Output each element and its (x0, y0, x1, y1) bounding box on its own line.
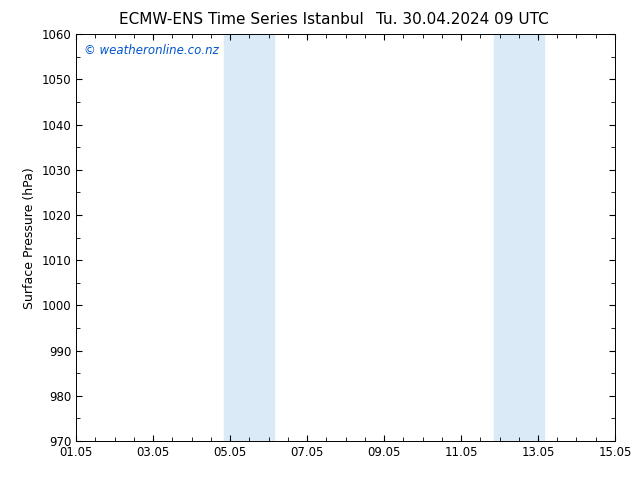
Bar (224, 34, 275, 441)
Y-axis label: Surface Pressure (hPa): Surface Pressure (hPa) (23, 167, 36, 309)
Text: ECMW-ENS Time Series Istanbul: ECMW-ENS Time Series Istanbul (119, 12, 363, 27)
Text: © weatheronline.co.nz: © weatheronline.co.nz (84, 45, 219, 57)
Text: Tu. 30.04.2024 09 UTC: Tu. 30.04.2024 09 UTC (377, 12, 549, 27)
Bar (494, 34, 544, 441)
